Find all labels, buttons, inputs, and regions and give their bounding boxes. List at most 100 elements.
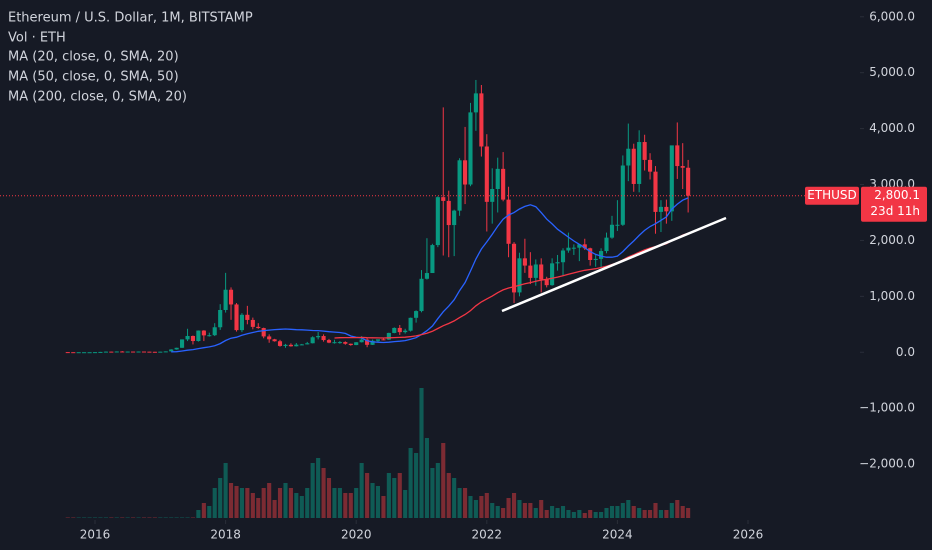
volume-bar <box>446 473 451 518</box>
candle-body <box>430 245 435 274</box>
volume-bar <box>223 463 228 518</box>
candle-body <box>82 352 87 354</box>
volume-bar <box>87 517 92 518</box>
y-tick-label: 1,000.0 <box>869 289 915 303</box>
x-tick-label: 2022 <box>472 528 503 542</box>
volume-bar <box>522 503 527 518</box>
volume-bar <box>98 517 103 518</box>
volume-bar <box>533 508 538 518</box>
candle-body <box>316 336 321 338</box>
candle-body <box>506 199 511 244</box>
candle-body <box>424 273 429 279</box>
volume-bar <box>479 496 484 518</box>
candle-body <box>648 159 653 172</box>
candle-body <box>212 327 217 336</box>
volume-bar <box>582 513 587 518</box>
candle-body <box>71 352 76 354</box>
legend-entry: MA (200, close, 0, SMA, 20) <box>8 90 187 105</box>
ma-line <box>171 197 689 353</box>
candle-body <box>163 351 168 353</box>
candle-body <box>599 251 604 259</box>
candle-body <box>686 167 691 196</box>
volume-bar <box>571 512 576 518</box>
candle-body <box>414 311 419 318</box>
candle-body <box>473 93 478 113</box>
candle-body <box>386 332 391 340</box>
candle-body <box>98 351 103 353</box>
candle-body <box>539 264 544 280</box>
trend-line <box>501 216 727 313</box>
candle-body <box>452 210 457 226</box>
candle-body <box>196 330 201 342</box>
candle-body <box>593 258 598 260</box>
price-tag <box>861 186 927 222</box>
volume-bar <box>256 498 261 518</box>
volume-bar <box>490 503 495 518</box>
volume-bar <box>179 517 185 518</box>
volume-bar <box>288 488 293 518</box>
volume-bar <box>228 483 234 518</box>
candle-body <box>267 336 272 340</box>
volume-bar <box>348 493 353 518</box>
candle-body <box>288 344 293 347</box>
candle-body <box>566 247 571 251</box>
candle-body <box>680 166 685 168</box>
volume-bar <box>435 463 440 518</box>
candle-body <box>582 244 587 249</box>
candle-body <box>256 326 261 329</box>
candle-body <box>403 330 408 333</box>
volume-bar <box>245 488 250 518</box>
volume-bar <box>120 517 125 518</box>
volume-bar <box>642 510 647 518</box>
volume-bar <box>299 496 304 518</box>
volume-bar <box>375 486 381 518</box>
volume-bar <box>207 506 212 518</box>
candle-body <box>479 93 484 147</box>
candle-body <box>326 340 332 343</box>
volume-bar <box>550 506 555 518</box>
volume-bar <box>648 510 653 518</box>
y-tick-label: 2,000.0 <box>869 233 915 247</box>
candle-body <box>228 289 234 305</box>
volume-bar <box>365 473 370 518</box>
volume-bar <box>169 517 174 518</box>
candle-body <box>484 146 489 202</box>
candle-body <box>207 335 212 337</box>
candle-body <box>120 351 125 353</box>
volume-bar <box>218 478 223 518</box>
volume-bar <box>484 493 489 518</box>
volume-bar <box>430 468 435 518</box>
volume-bar <box>163 517 168 518</box>
candle-body <box>332 342 337 344</box>
volume-bar <box>463 488 468 518</box>
candle-body <box>637 142 642 184</box>
volume-bar <box>316 458 321 518</box>
candle-body <box>114 351 119 353</box>
price-label: 2,800.1 <box>874 188 920 202</box>
candle-body <box>495 168 500 189</box>
candle-body <box>609 224 615 238</box>
candle-body <box>337 342 342 344</box>
volume-bar <box>109 517 114 518</box>
candle-body <box>201 330 206 336</box>
volume-bar <box>457 488 462 518</box>
y-tick-label: 0.0 <box>896 345 915 359</box>
candle-body <box>560 250 566 263</box>
candle-body <box>136 351 141 353</box>
y-tick-label: −2,000.0 <box>859 457 915 471</box>
candle-body <box>571 247 576 249</box>
candle-body <box>299 344 304 346</box>
candle-body <box>528 265 533 278</box>
volume-bar <box>680 506 685 518</box>
x-tick-label: 2026 <box>733 528 764 542</box>
candle-body <box>158 351 163 353</box>
volume-bar <box>267 483 272 518</box>
volume-bar <box>577 510 582 518</box>
candle-body <box>92 352 98 354</box>
candle-body <box>375 339 381 341</box>
volume-bar <box>321 468 326 518</box>
candle-body <box>359 339 364 343</box>
candle-body <box>441 197 446 201</box>
volume-bar <box>190 517 196 518</box>
volume-bar <box>468 496 473 518</box>
